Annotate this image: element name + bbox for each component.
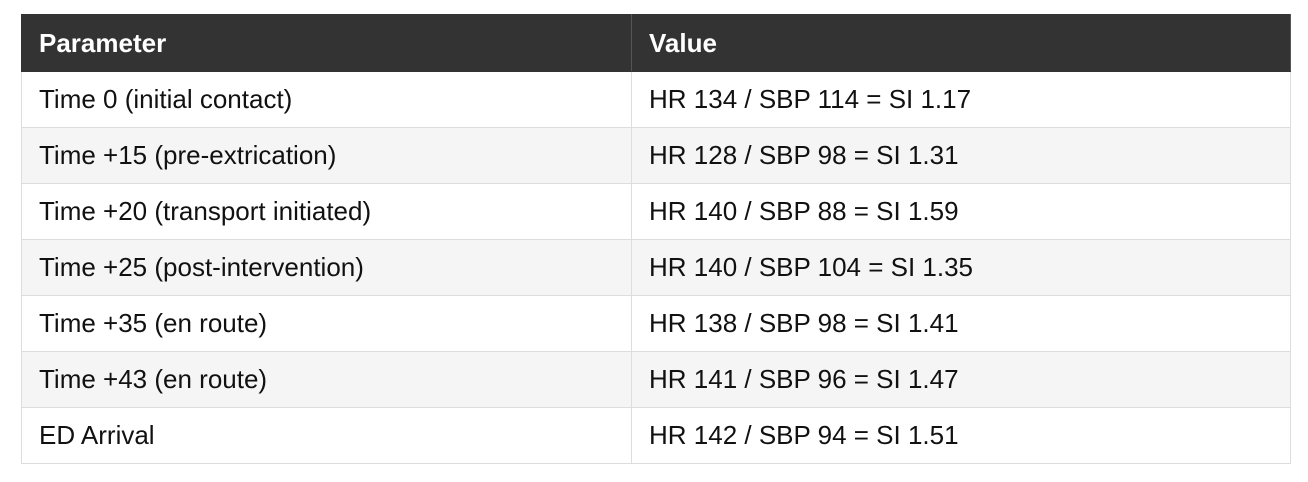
table-cell: Time 0 (initial contact) (21, 71, 632, 128)
table-cell: HR 142 / SBP 94 = SI 1.51 (631, 407, 1291, 464)
table-cell: HR 138 / SBP 98 = SI 1.41 (631, 295, 1291, 352)
table-body: Time 0 (initial contact) HR 134 / SBP 114… (21, 71, 1291, 464)
table-cell: Time +25 (post-intervention) (21, 239, 632, 296)
table-cell: Time +35 (en route) (21, 295, 632, 352)
table-row: Time +20 (transport initiated) HR 140 / S… (21, 183, 1291, 240)
table-cell: HR 128 / SBP 98 = SI 1.31 (631, 127, 1291, 184)
table-cell: ED Arrival (21, 407, 632, 464)
table-cell: Time +15 (pre-extrication) (21, 127, 632, 184)
table-cell: HR 140 / SBP 104 = SI 1.35 (631, 239, 1291, 296)
header-cell: Parameter (21, 14, 632, 72)
table-row: Time +25 (post-intervention) HR 140 / SBP… (21, 239, 1291, 296)
table-row: Time 0 (initial contact) HR 134 / SBP 114… (21, 71, 1291, 128)
vitals-table: Parameter Value Time 0 (initial contact) H… (21, 14, 1291, 464)
header-row: Parameter Value (21, 14, 1291, 72)
table-cell: Time +20 (transport initiated) (21, 183, 632, 240)
table-cell: HR 141 / SBP 96 = SI 1.47 (631, 351, 1291, 408)
table-cell: HR 134 / SBP 114 = SI 1.17 (631, 71, 1291, 128)
table-row: ED Arrival HR 142 / SBP 94 = SI 1.51 (21, 407, 1291, 464)
table-cell: Time +43 (en route) (21, 351, 632, 408)
table-row: Time +15 (pre-extrication) HR 128 / SBP 9… (21, 127, 1291, 184)
table-row: Time +35 (en route) HR 138 / SBP 98 = SI … (21, 295, 1291, 352)
table-cell: HR 140 / SBP 88 = SI 1.59 (631, 183, 1291, 240)
header-cell: Value (631, 14, 1291, 72)
table-row: Time +43 (en route) HR 141 / SBP 96 = SI … (21, 351, 1291, 408)
